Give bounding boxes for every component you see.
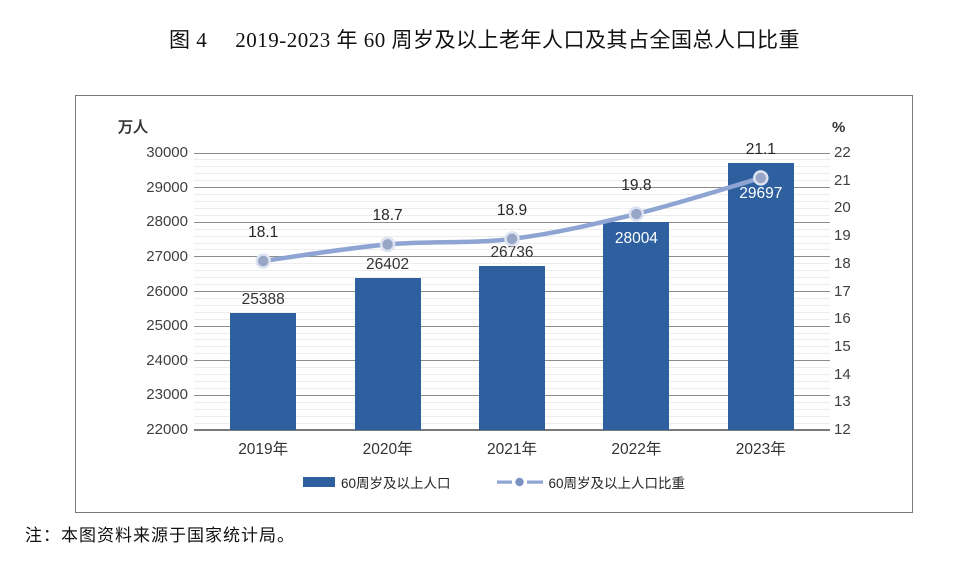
bar-value-label: 25388 xyxy=(241,290,285,308)
bar-2019年 xyxy=(230,312,297,430)
x-tick-label: 2019年 xyxy=(238,441,289,458)
y-right-tick-label: 18 xyxy=(834,254,851,272)
minor-gridline xyxy=(194,263,830,264)
major-gridline xyxy=(194,153,830,154)
line-series-swatch-icon xyxy=(496,477,543,487)
left-axis-unit-label: 万人 xyxy=(118,119,149,136)
y-left-tick-label: 27000 xyxy=(146,247,188,265)
chart-legend: 60周岁及以上人口 60周岁及以上人口比重 xyxy=(76,472,912,492)
y-right-tick-label: 15 xyxy=(834,337,851,355)
y-left-tick-label: 28000 xyxy=(146,213,188,231)
y-left-tick-label: 29000 xyxy=(146,178,188,196)
line-value-label: 19.8 xyxy=(621,176,652,194)
y-left-tick-label: 22000 xyxy=(146,421,188,438)
legend-label-ratio: 60周岁及以上人口比重 xyxy=(548,476,686,491)
figure-title: 2019-2023 年 60 周岁及以上老年人口及其占全国总人口比重 xyxy=(235,28,800,52)
minor-gridline xyxy=(194,159,830,160)
bar-2020年 xyxy=(354,277,421,430)
bar-series-swatch-icon xyxy=(302,477,335,487)
bar-value-label: 26736 xyxy=(490,244,534,262)
y-right-tick-label: 12 xyxy=(834,421,851,438)
y-left-tick-label: 25000 xyxy=(146,317,188,335)
x-tick-label: 2022年 xyxy=(611,441,662,458)
source-note: 注：本图资料来源于国家统计局。 xyxy=(25,526,295,545)
figure-title-row: 图 4 2019-2023 年 60 周岁及以上老年人口及其占全国总人口比重 xyxy=(0,24,969,54)
bar-value-label: 26402 xyxy=(366,255,410,273)
right-axis-unit-label: % xyxy=(832,119,846,136)
y-left-tick-label: 26000 xyxy=(146,282,188,300)
line-value-label: 21.1 xyxy=(745,140,776,158)
line-value-label: 18.1 xyxy=(248,224,279,242)
y-right-tick-label: 22 xyxy=(834,144,851,161)
legend-item-ratio: 60周岁及以上人口比重 xyxy=(496,472,686,492)
y-right-tick-label: 21 xyxy=(834,171,851,189)
line-marker xyxy=(628,206,645,222)
minor-gridline xyxy=(194,173,830,174)
y-right-tick-label: 17 xyxy=(834,282,851,300)
legend-item-population: 60周岁及以上人口 xyxy=(302,472,451,492)
y-right-tick-label: 19 xyxy=(834,227,851,245)
y-left-tick-label: 24000 xyxy=(146,351,188,369)
bar-value-label: 28004 xyxy=(614,230,658,248)
y-right-tick-label: 14 xyxy=(834,365,851,383)
x-tick-label: 2023年 xyxy=(735,441,786,458)
bar-2022年 xyxy=(603,222,670,430)
line-value-label: 18.7 xyxy=(372,207,403,225)
x-tick-label: 2020年 xyxy=(362,441,413,458)
y-right-tick-label: 13 xyxy=(834,393,851,411)
chart-box: 万人 % 22000 23000 24000 25000 26000 27000 28000… xyxy=(75,95,913,513)
y-right-tick-label: 20 xyxy=(834,199,851,217)
y-left-tick-label: 30000 xyxy=(146,144,188,161)
bar-value-label: 29697 xyxy=(739,185,783,203)
y-right-tick-label: 16 xyxy=(834,310,851,328)
x-tick-label: 2021年 xyxy=(487,441,537,458)
figure-label: 图 4 xyxy=(169,28,208,52)
y-left-tick-label: 23000 xyxy=(146,386,188,404)
bar-2021年 xyxy=(479,266,545,430)
line-value-label: 18.9 xyxy=(496,201,528,219)
legend-label-population: 60周岁及以上人口 xyxy=(340,476,451,491)
minor-gridline xyxy=(194,166,830,167)
x-axis-line xyxy=(194,429,830,431)
